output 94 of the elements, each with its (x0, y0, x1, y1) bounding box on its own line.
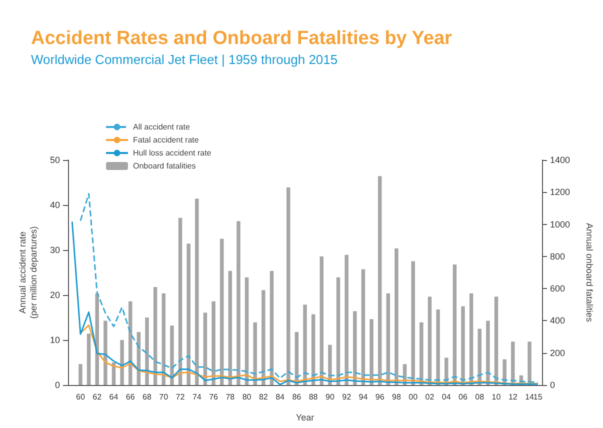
chart-subtitle: Worldwide Commercial Jet Fleet | 1959 through 2015 (31, 52, 338, 67)
bar (236, 221, 240, 385)
bar (344, 254, 348, 385)
bar (353, 311, 357, 385)
bar (336, 277, 340, 385)
x-tick-label: 62 (92, 392, 102, 402)
bar (452, 264, 457, 385)
bar (411, 261, 415, 385)
bar (461, 306, 465, 385)
bar (145, 318, 149, 385)
bar (428, 296, 432, 385)
bar (178, 218, 182, 385)
x-tick-label: 82 (258, 392, 268, 402)
bar (286, 187, 290, 385)
bar (120, 340, 124, 385)
legend-label: All accident rate (133, 122, 190, 132)
x-tick-label: 68 (142, 392, 152, 402)
x-tick-label: 86 (292, 392, 302, 402)
x-tick-label: 06 (458, 392, 468, 402)
y2-tick-label: 1200 (550, 187, 570, 198)
y-axis-title: Annual accident rate (per million departures) (18, 226, 39, 319)
x-tick-label: 00 (408, 392, 418, 402)
y-tick-label: 30 (50, 245, 60, 255)
bar (78, 364, 82, 385)
bar (262, 290, 266, 385)
bar (511, 342, 515, 385)
x-tick-label: 88 (308, 392, 318, 402)
x-tick-label: 66 (126, 392, 136, 402)
y2-tick-label: 1000 (550, 219, 570, 230)
x-tick-label: 08 (475, 392, 485, 402)
legend-label: Onboard fatalities (133, 162, 196, 170)
x-tick-label: 74 (192, 392, 202, 402)
x-tick-label: 14 (525, 392, 535, 402)
x-tick-label: 96 (375, 392, 385, 402)
x-tick-label: 84 (276, 392, 286, 402)
bar (220, 238, 224, 385)
bar (486, 320, 490, 385)
x-tick-label: 64 (109, 392, 119, 402)
legend-label: Hull loss accident rate (133, 148, 212, 158)
bar (303, 304, 307, 385)
x-tick-label: 70 (159, 392, 169, 402)
bar (86, 334, 91, 385)
x-tick-label: 90 (325, 392, 335, 402)
bar (170, 326, 174, 385)
y2-tick-label: 600 (550, 284, 566, 294)
bar (212, 301, 216, 385)
legend-label: Fatal accident rate (133, 136, 200, 144)
bar (244, 277, 249, 385)
line-series (80, 324, 539, 384)
bar (228, 270, 232, 385)
y2-tick-label: 1400 (550, 155, 570, 165)
bar (104, 320, 108, 385)
bar (253, 322, 257, 385)
y2-tick-label: 200 (550, 348, 566, 358)
bar (361, 269, 366, 385)
bar (378, 176, 382, 385)
x-tick-label: 15 (533, 392, 543, 402)
x-tick-label: 80 (242, 392, 252, 402)
x-tick-label: 04 (442, 392, 452, 402)
x-tick-label: 60 (76, 392, 86, 402)
x-tick-label: 78 (226, 392, 236, 402)
x-tick-label: 02 (425, 392, 435, 402)
x-tick-label: 12 (508, 392, 518, 402)
y-tick-label: 20 (50, 290, 60, 300)
bar (394, 248, 398, 385)
bar (436, 309, 440, 385)
y-tick-label: 10 (50, 335, 60, 345)
x-tick-label: 72 (176, 392, 186, 402)
y-tick-label: 0 (54, 380, 60, 390)
y-tick-label: 40 (50, 200, 60, 210)
bar (95, 293, 99, 385)
bar (186, 244, 190, 385)
bar (320, 256, 324, 385)
x-tick-label: 76 (209, 392, 219, 402)
bar (153, 286, 158, 385)
bar (528, 342, 532, 385)
chart-title: Accident Rates and Onboard Fatalities by Year (31, 28, 453, 49)
bar (370, 319, 374, 385)
bar (386, 293, 390, 385)
line-series (80, 193, 539, 384)
y2-axis-title: Annual onboard fatalities (584, 222, 594, 323)
line-series (71, 220, 539, 386)
x-tick-label: 94 (358, 392, 368, 402)
y2-tick-label: 400 (550, 316, 566, 326)
y-tick-label: 50 (50, 155, 60, 165)
bar (420, 322, 424, 385)
x-tick-label: 98 (392, 392, 402, 402)
y2-tick-label: 800 (550, 251, 566, 262)
bar (328, 344, 332, 385)
x-axis-title: Year (296, 412, 314, 422)
y2-tick-label: 0 (550, 380, 556, 390)
x-tick-label: 10 (492, 392, 502, 402)
bar (195, 198, 199, 385)
x-tick-label: 92 (342, 392, 352, 402)
